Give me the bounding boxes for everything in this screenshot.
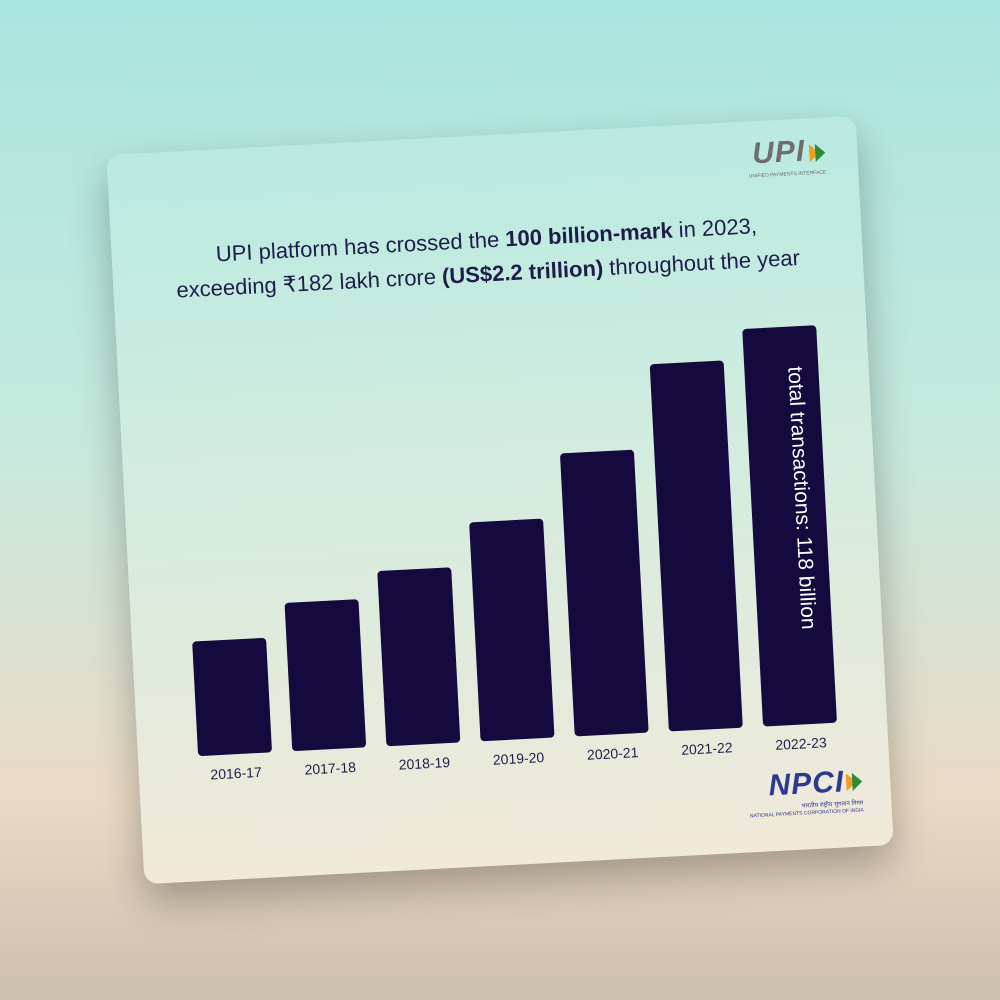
npci-logo: NPCI भारतीय राष्ट्रीय भुगतान निगम NATION… [739,764,867,822]
x-tick-label: 2018-19 [398,754,450,773]
x-tick-label: 2016-17 [210,764,262,783]
headline-part-3: throughout the year [602,245,801,281]
upi-arrow-icon [808,144,826,163]
bar-2022-23 [742,325,837,727]
bar-2021-22 [649,360,743,732]
upi-logo: UPI UNIFIED PAYMENTS INTERFACE [731,133,828,180]
headline-bold-1: 100 billion-mark [504,217,674,252]
headline-part-1: UPI platform has crossed the [215,226,506,267]
x-tick-label: 2019-20 [492,749,544,768]
x-tick-label: 2020-21 [587,744,639,763]
bar-2020-21 [560,449,649,737]
bar-2016-17 [192,637,272,756]
upi-logo-word: UPI [751,134,807,171]
upi-logo-tagline: UNIFIED PAYMENTS INTERFACE [748,169,827,180]
headline: UPI platform has crossed the 100 billion… [171,207,804,308]
x-tick-label: 2022-23 [775,734,827,753]
bar-2017-18 [284,599,366,752]
bar-2019-20 [469,518,555,742]
npci-logo-word: NPCI [767,765,846,803]
npci-arrow-icon [845,772,863,792]
x-tick-label: 2017-18 [304,759,356,778]
x-tick-label: 2021-22 [681,739,733,758]
transactions-bar-chart: 2016-17 2017-18 2018-19 2019-20 2020-21 2021-… [192,325,837,783]
bar-2018-19 [377,567,461,747]
headline-bold-2: (US$2.2 trillion) [441,255,604,289]
infographic-card: UPI UNIFIED PAYMENTS INTERFACE UPI platf… [106,115,894,885]
